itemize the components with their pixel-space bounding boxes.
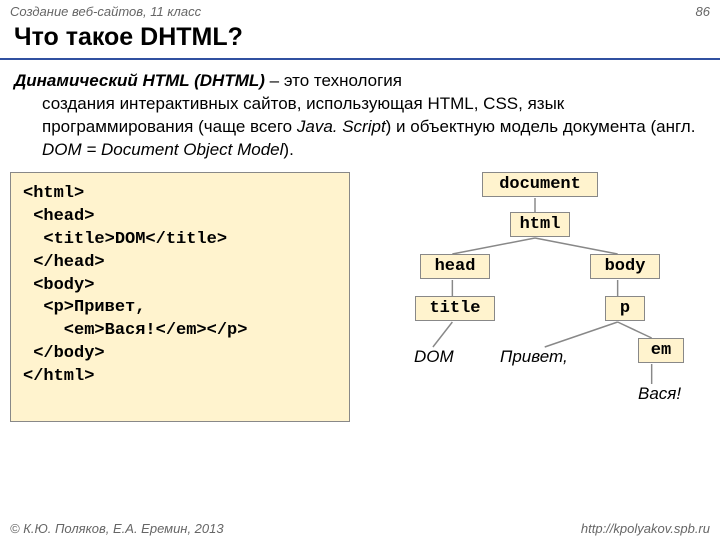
node-title: title bbox=[415, 296, 495, 321]
slide-header: Создание веб-сайтов, 11 класс 86 bbox=[0, 0, 720, 21]
desc-lead: Динамический HTML (DHTML) bbox=[14, 71, 265, 90]
slide-title: Что такое DHTML? bbox=[0, 21, 720, 60]
node-p: p bbox=[605, 296, 645, 321]
code-block: <html> <head> <title>DOM</title> </head>… bbox=[10, 172, 350, 422]
header-left: Создание веб-сайтов, 11 класс bbox=[10, 4, 201, 19]
leaf-privet: Привет, bbox=[500, 347, 568, 367]
dom-tree: document html head body title p em DOM П… bbox=[360, 172, 710, 422]
node-em: em bbox=[638, 338, 684, 363]
desc-line3: ) и объектную модель документа (англ. bbox=[386, 117, 696, 136]
node-body: body bbox=[590, 254, 660, 279]
desc-js: Java. Script bbox=[297, 117, 386, 136]
footer-right: http://kpolyakov.spb.ru bbox=[581, 521, 710, 536]
node-head: head bbox=[420, 254, 490, 279]
header-page: 86 bbox=[696, 4, 710, 19]
content-row: <html> <head> <title>DOM</title> </head>… bbox=[0, 172, 720, 422]
desc-dom: DOM = Document Object Model bbox=[42, 140, 283, 159]
description: Динамический HTML (DHTML) – это технолог… bbox=[0, 60, 720, 172]
footer-left: © К.Ю. Поляков, Е.А. Еремин, 2013 bbox=[10, 521, 224, 536]
slide-footer: © К.Ю. Поляков, Е.А. Еремин, 2013 http:/… bbox=[0, 521, 720, 536]
node-document: document bbox=[482, 172, 598, 197]
desc-rest1: – это технология bbox=[265, 71, 402, 90]
leaf-dom: DOM bbox=[414, 347, 454, 367]
leaf-vasya: Вася! bbox=[638, 384, 681, 404]
desc-end: ). bbox=[283, 140, 293, 159]
node-html: html bbox=[510, 212, 570, 237]
